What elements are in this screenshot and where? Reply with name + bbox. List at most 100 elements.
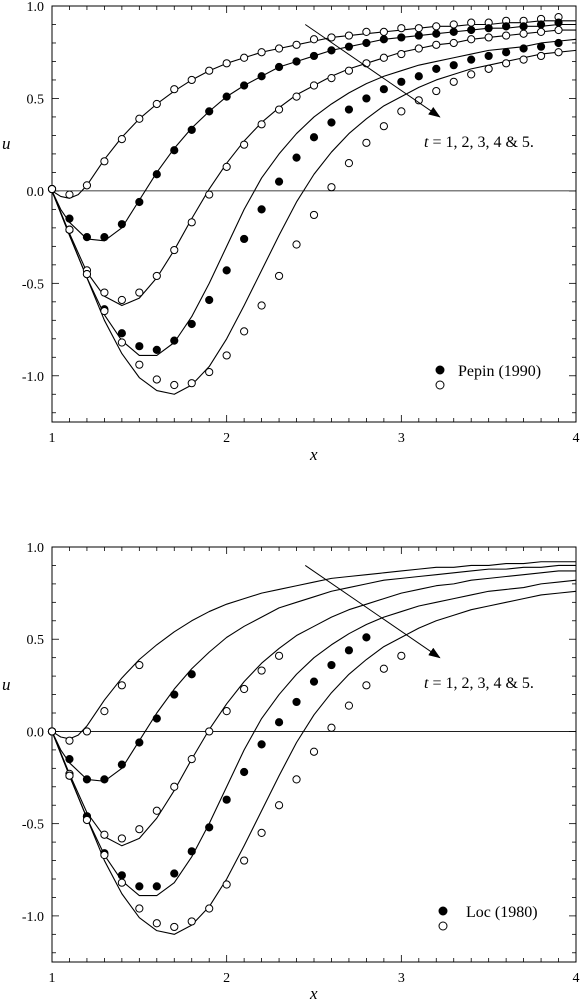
data-point-t4 bbox=[449, 61, 458, 70]
data-point-t3 bbox=[274, 105, 284, 114]
data-point-t5 bbox=[379, 664, 388, 673]
data-point-t5 bbox=[327, 183, 336, 192]
data-point-t5 bbox=[117, 878, 126, 887]
data-point-t1 bbox=[187, 75, 196, 85]
series-line-t5 bbox=[51, 49, 577, 395]
data-point-t3 bbox=[240, 140, 249, 149]
data-point-t2 bbox=[82, 775, 92, 784]
data-point-t3 bbox=[257, 120, 266, 129]
data-point-t2 bbox=[117, 220, 126, 229]
x-tick-label: 3 bbox=[398, 431, 405, 446]
data-point-t3 bbox=[554, 25, 563, 35]
data-point-t5 bbox=[100, 306, 109, 316]
data-point-t5 bbox=[536, 51, 546, 61]
data-point-t5 bbox=[222, 351, 231, 360]
data-point-t3 bbox=[274, 651, 284, 660]
data-point-t2 bbox=[135, 197, 144, 207]
data-point-t5 bbox=[309, 210, 319, 220]
data-point-t5 bbox=[170, 922, 179, 932]
data-point-t4 bbox=[170, 336, 179, 345]
data-point-t2 bbox=[135, 738, 144, 747]
data-point-t2 bbox=[484, 24, 493, 33]
data-point-t3 bbox=[432, 40, 441, 49]
legend-marker-filled bbox=[438, 906, 448, 916]
y-axis-title: u bbox=[2, 134, 11, 153]
data-point-t5 bbox=[484, 64, 493, 73]
data-point-t1 bbox=[257, 48, 266, 57]
data-point-t4 bbox=[135, 342, 144, 351]
data-point-t2 bbox=[432, 29, 441, 38]
x-tick-label: 1 bbox=[49, 971, 56, 986]
data-point-t4 bbox=[222, 795, 231, 804]
data-point-t2 bbox=[519, 22, 528, 31]
y-tick-label: 0.5 bbox=[27, 92, 45, 107]
data-point-t5 bbox=[309, 747, 319, 756]
data-point-t5 bbox=[274, 801, 284, 810]
data-point-t3 bbox=[240, 684, 249, 694]
data-point-t3 bbox=[170, 245, 179, 255]
data-point-t5 bbox=[240, 327, 249, 336]
data-point-t3 bbox=[379, 53, 388, 62]
data-point-t4 bbox=[502, 48, 511, 57]
series-line-t3 bbox=[51, 570, 576, 847]
data-point-t2 bbox=[292, 57, 301, 66]
series-line-t4 bbox=[51, 579, 577, 897]
data-point-t2 bbox=[502, 22, 511, 31]
data-point-t2 bbox=[152, 714, 161, 723]
data-point-t3 bbox=[222, 707, 231, 716]
data-point-t2 bbox=[257, 72, 266, 81]
data-point-t3 bbox=[309, 81, 319, 90]
data-point-t5 bbox=[152, 919, 161, 928]
time-annotation: t = 1, 2, 3, 4 & 5. bbox=[424, 134, 534, 151]
data-point-t1 bbox=[117, 135, 126, 144]
data-point-t4 bbox=[240, 234, 249, 244]
data-point-t2 bbox=[65, 214, 74, 223]
data-point-t3 bbox=[257, 666, 266, 675]
data-point-t3 bbox=[327, 74, 336, 83]
data-point-t1 bbox=[327, 33, 336, 42]
data-point-t1 bbox=[292, 40, 301, 49]
data-point-t1 bbox=[135, 660, 144, 670]
data-point-t3 bbox=[117, 295, 126, 305]
data-point-t2 bbox=[117, 760, 126, 769]
data-point-t4 bbox=[257, 205, 266, 214]
y-tick-label: -0.5 bbox=[22, 818, 44, 833]
data-point-t1 bbox=[344, 31, 354, 40]
data-point-t5 bbox=[379, 122, 388, 131]
y-tick-label: 1.0 bbox=[27, 0, 45, 15]
data-point-t1 bbox=[170, 85, 179, 94]
data-point-t5 bbox=[449, 77, 458, 86]
data-point-t5 bbox=[117, 338, 126, 347]
x-tick-label: 1 bbox=[49, 431, 56, 446]
x-tick-label: 4 bbox=[573, 431, 580, 446]
data-point-t1 bbox=[362, 27, 371, 36]
data-point-t4 bbox=[467, 55, 476, 64]
data-point-t4 bbox=[292, 697, 301, 707]
x-axis-title: x bbox=[309, 445, 318, 464]
data-point-t5 bbox=[100, 850, 109, 860]
data-point-t3 bbox=[135, 825, 144, 834]
data-point-t4 bbox=[519, 44, 528, 53]
data-point-t4 bbox=[327, 660, 336, 670]
data-point-t4 bbox=[327, 118, 336, 127]
data-point-t5 bbox=[397, 107, 406, 116]
data-point-t1 bbox=[309, 35, 319, 44]
legend-marker-filled bbox=[435, 365, 445, 375]
y-tick-label: -1.0 bbox=[22, 910, 44, 925]
data-point-t3 bbox=[152, 271, 161, 281]
data-point-t5 bbox=[222, 880, 231, 889]
data-point-t4 bbox=[309, 677, 319, 686]
data-point-t3 bbox=[449, 38, 458, 48]
data-point-t4 bbox=[117, 329, 126, 338]
legend-label-filled: Loc (1980) bbox=[466, 904, 538, 921]
data-point-t4 bbox=[205, 295, 214, 305]
data-point-t1 bbox=[379, 27, 388, 36]
data-point-t1 bbox=[82, 181, 92, 190]
data-point-t5 bbox=[502, 59, 511, 68]
time-annotation-t: t bbox=[424, 134, 429, 151]
x-axis-title: x bbox=[309, 984, 318, 1001]
data-point-t4 bbox=[484, 51, 493, 61]
y-tick-label: 1.0 bbox=[27, 541, 45, 556]
data-point-t2 bbox=[467, 25, 476, 35]
